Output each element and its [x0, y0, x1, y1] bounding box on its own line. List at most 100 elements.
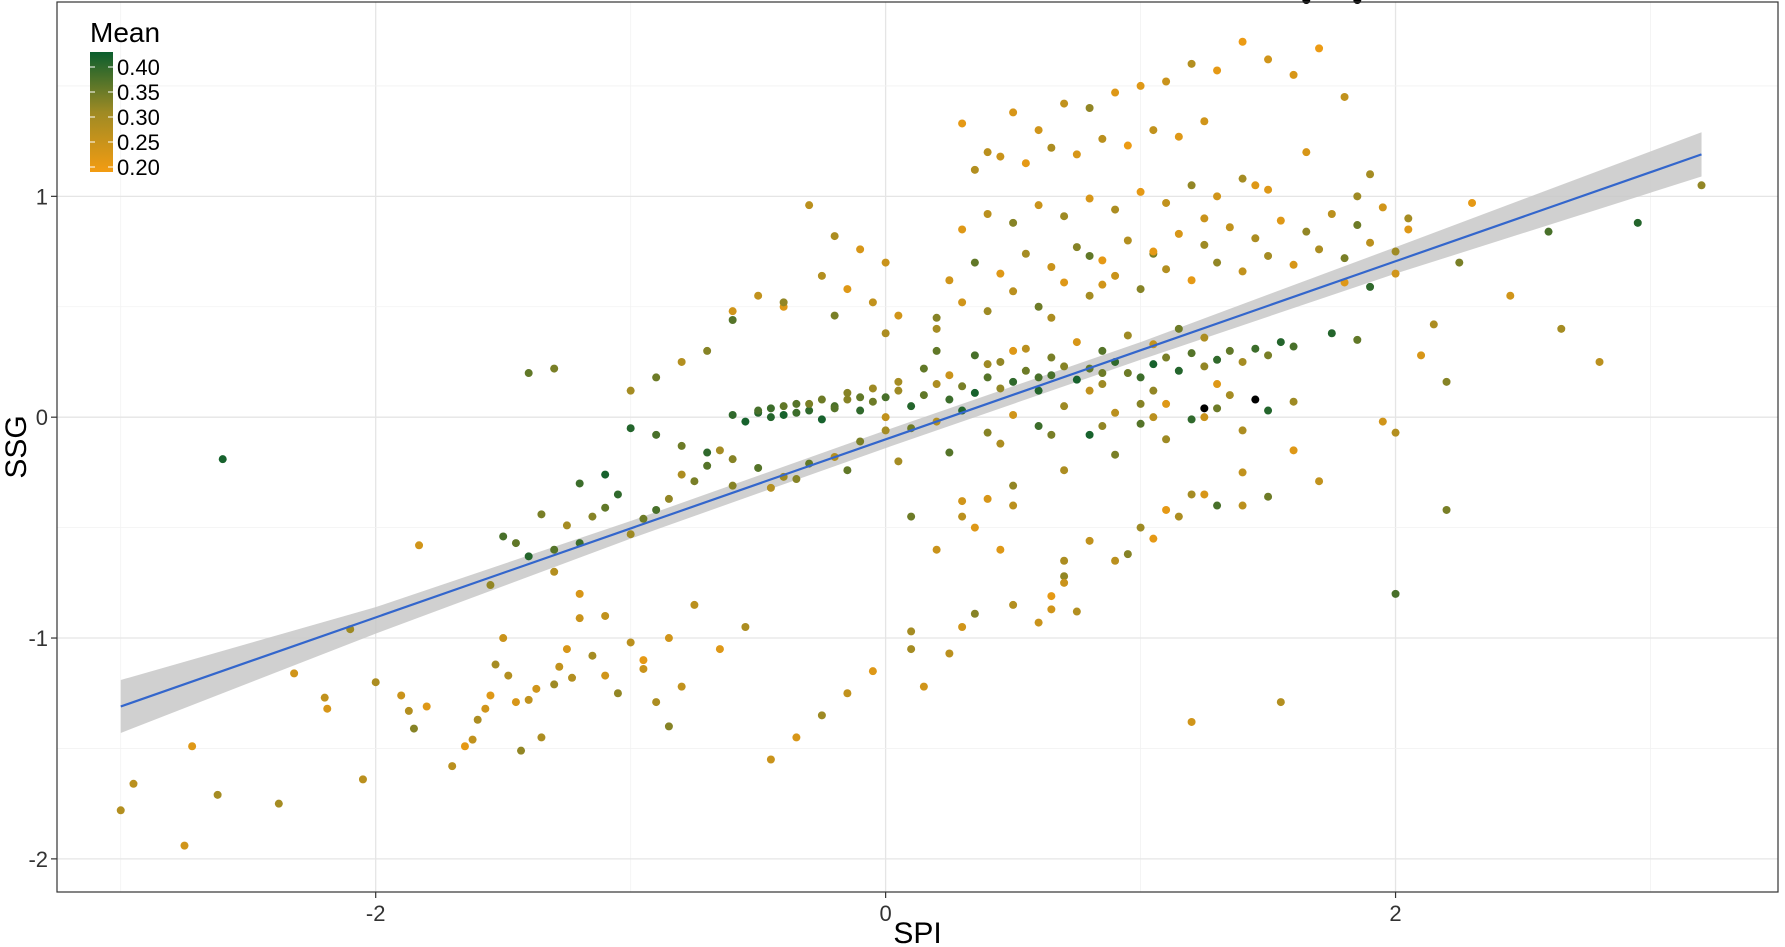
legend-tick-label: 0.35: [117, 80, 160, 105]
data-point: [473, 715, 482, 724]
data-point: [664, 494, 673, 503]
data-point: [1085, 430, 1094, 439]
data-point: [817, 271, 826, 280]
data-point: [1276, 698, 1285, 707]
data-point: [613, 689, 622, 698]
regression-line-layer: [120, 153, 1702, 708]
data-point: [1136, 187, 1145, 196]
data-point: [532, 684, 541, 693]
data-point: [881, 426, 890, 435]
data-point: [1047, 143, 1056, 152]
data-point: [550, 545, 559, 554]
data-point: [626, 638, 635, 647]
data-point: [1174, 229, 1183, 238]
data-point: [626, 386, 635, 395]
data-point: [958, 497, 967, 506]
data-point: [116, 806, 125, 815]
data-point: [511, 698, 520, 707]
data-point: [1047, 430, 1056, 439]
data-point: [766, 404, 775, 413]
data-point: [1264, 351, 1273, 360]
data-point: [460, 742, 469, 751]
data-point: [323, 704, 332, 713]
data-point: [830, 311, 839, 320]
data-point: [703, 461, 712, 470]
data-point: [1174, 366, 1183, 375]
data-point: [1060, 578, 1069, 587]
data-point: [1174, 512, 1183, 521]
data-point: [1034, 422, 1043, 431]
data-point: [404, 706, 413, 715]
data-point: [601, 503, 610, 512]
data-point: [1289, 260, 1298, 269]
data-point: [1225, 346, 1234, 355]
data-point: [1085, 104, 1094, 113]
data-point: [537, 510, 546, 519]
data-point: [652, 430, 661, 439]
data-point: [1366, 238, 1375, 247]
data-point: [1366, 170, 1375, 179]
data-point: [881, 258, 890, 267]
data-point: [1213, 66, 1222, 75]
data-point: [1289, 446, 1298, 455]
data-point: [1162, 265, 1171, 274]
color-legend: Mean 0.400.350.300.250.20: [90, 17, 160, 180]
data-point: [830, 232, 839, 241]
data-point: [1276, 216, 1285, 225]
data-point: [1238, 37, 1247, 46]
data-point: [1633, 218, 1642, 227]
data-point: [1021, 366, 1030, 375]
data-point: [970, 165, 979, 174]
data-point: [1187, 490, 1196, 499]
legend-tick-label: 0.20: [117, 155, 160, 180]
data-point: [919, 364, 928, 373]
data-point: [1034, 126, 1043, 135]
data-point: [1200, 117, 1209, 126]
data-point: [1238, 468, 1247, 477]
data-point: [919, 391, 928, 400]
data-point: [1162, 353, 1171, 362]
data-point: [766, 413, 775, 422]
data-point: [1213, 404, 1222, 413]
data-point: [945, 371, 954, 380]
data-point: [1315, 245, 1324, 254]
data-point: [550, 680, 559, 689]
data-point: [805, 406, 814, 415]
data-point: [945, 395, 954, 404]
data-point: [213, 790, 222, 799]
data-point: [1200, 413, 1209, 422]
data-point: [1391, 269, 1400, 278]
data-point: [843, 285, 852, 294]
data-point: [715, 645, 724, 654]
data-point: [1009, 377, 1018, 386]
data-point: [1111, 556, 1120, 565]
data-point: [932, 380, 941, 389]
data-point: [792, 408, 801, 417]
data-point: [907, 402, 916, 411]
data-point: [996, 439, 1005, 448]
legend-title: Mean: [90, 17, 160, 48]
data-point: [524, 552, 533, 561]
data-point: [1136, 523, 1145, 532]
data-point: [894, 386, 903, 395]
legend-tick-label: 0.30: [117, 105, 160, 130]
data-point: [856, 245, 865, 254]
data-point: [1123, 331, 1132, 340]
data-point: [397, 691, 406, 700]
data-point: [1072, 375, 1081, 384]
data-point: [550, 567, 559, 576]
data-point: [188, 742, 197, 751]
data-point: [1213, 380, 1222, 389]
data-point: [741, 417, 750, 426]
data-point: [1123, 550, 1132, 559]
data-point: [1098, 422, 1107, 431]
data-point: [728, 455, 737, 464]
data-point: [468, 735, 477, 744]
data-point: [1442, 505, 1451, 514]
data-point: [1378, 203, 1387, 212]
data-point: [1072, 243, 1081, 252]
data-point: [524, 695, 533, 704]
data-point: [1021, 344, 1030, 353]
data-point: [504, 671, 513, 680]
data-point: [613, 490, 622, 499]
